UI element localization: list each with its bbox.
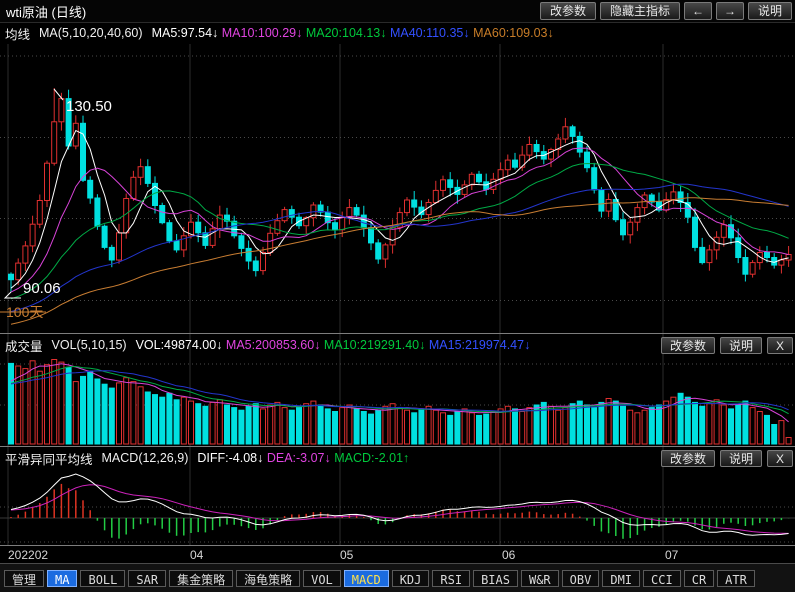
x-axis-label: 05 xyxy=(340,548,354,562)
x-axis-label: 04 xyxy=(190,548,204,562)
change-params-button[interactable]: 改参数 xyxy=(539,2,596,20)
tab-CCI[interactable]: CCI xyxy=(643,569,681,587)
hide-main-indicator-button[interactable]: 隐藏主指标 xyxy=(599,2,680,20)
tab-DMI[interactable]: DMI xyxy=(602,569,641,587)
svg-text:100天: 100天 xyxy=(6,304,43,320)
x-axis-label: 202202 xyxy=(8,548,49,562)
main-chart-panel: 130.50 90.06 100天 均线 MA(5,10,20,40,60) MA5… xyxy=(0,22,795,333)
svg-text:130.50: 130.50 xyxy=(66,98,112,115)
volume-panel: 成交量 VOL(5,10,15) VOL:49874.00↓ MA5:20085… xyxy=(0,333,795,446)
volume-panel-buttons: 改参数 说明 X xyxy=(660,336,793,354)
x-axis-label: 07 xyxy=(665,548,679,562)
macd-panel: 平滑异同平均线 MACD(12,26,9) DIFF:-4.08↓ DEA:-3… xyxy=(0,446,795,545)
svg-text:90.06: 90.06 xyxy=(23,280,61,297)
tab-管理[interactable]: 管理 xyxy=(4,569,45,587)
tab-VOL[interactable]: VOL xyxy=(303,569,341,587)
x-axis-label: 06 xyxy=(502,548,516,562)
macd-help-button[interactable]: 说明 xyxy=(719,449,762,467)
tab-海龟策略[interactable]: 海龟策略 xyxy=(236,569,301,587)
candlestick-chart[interactable]: 130.50 90.06 100天 xyxy=(0,22,795,333)
title-bar: wti原油 (日线) 改参数 隐藏主指标 ← → 说明 xyxy=(0,0,795,23)
prev-arrow-button[interactable]: ← xyxy=(683,2,712,20)
volume-chart[interactable] xyxy=(0,334,795,446)
help-button[interactable]: 说明 xyxy=(747,2,792,20)
vol-help-button[interactable]: 说明 xyxy=(719,336,762,354)
tab-集金策略[interactable]: 集金策略 xyxy=(169,569,234,587)
tab-W&R[interactable]: W&R xyxy=(520,569,559,587)
tab-CR[interactable]: CR xyxy=(683,569,715,587)
tab-MA[interactable]: MA xyxy=(47,569,78,587)
macd-change-params-button[interactable]: 改参数 xyxy=(660,449,715,467)
titlebar-buttons: 改参数 隐藏主指标 ← → 说明 xyxy=(539,2,792,20)
chart-title: wti原油 (日线) xyxy=(6,4,87,20)
tab-KDJ[interactable]: KDJ xyxy=(391,569,430,587)
indicator-tab-bar: 管理 MA BOLL SAR 集金策略 海龟策略 VOL MACD KDJ RSI BIAS W&R O… xyxy=(0,563,795,592)
macd-close-button[interactable]: X xyxy=(766,449,793,467)
macd-chart[interactable] xyxy=(0,447,795,545)
macd-panel-buttons: 改参数 说明 X xyxy=(660,449,793,467)
tab-BOLL[interactable]: BOLL xyxy=(80,569,126,587)
tab-SAR[interactable]: SAR xyxy=(128,569,167,587)
x-axis: 202202 04 05 06 07 xyxy=(0,545,795,563)
vol-change-params-button[interactable]: 改参数 xyxy=(660,336,715,354)
tab-RSI[interactable]: RSI xyxy=(432,569,471,587)
tab-ATR[interactable]: ATR xyxy=(717,569,755,587)
tab-MACD[interactable]: MACD xyxy=(343,569,389,587)
vol-close-button[interactable]: X xyxy=(766,336,793,354)
next-arrow-button[interactable]: → xyxy=(715,2,744,20)
tab-OBV[interactable]: OBV xyxy=(561,569,600,587)
tab-BIAS[interactable]: BIAS xyxy=(473,569,518,587)
